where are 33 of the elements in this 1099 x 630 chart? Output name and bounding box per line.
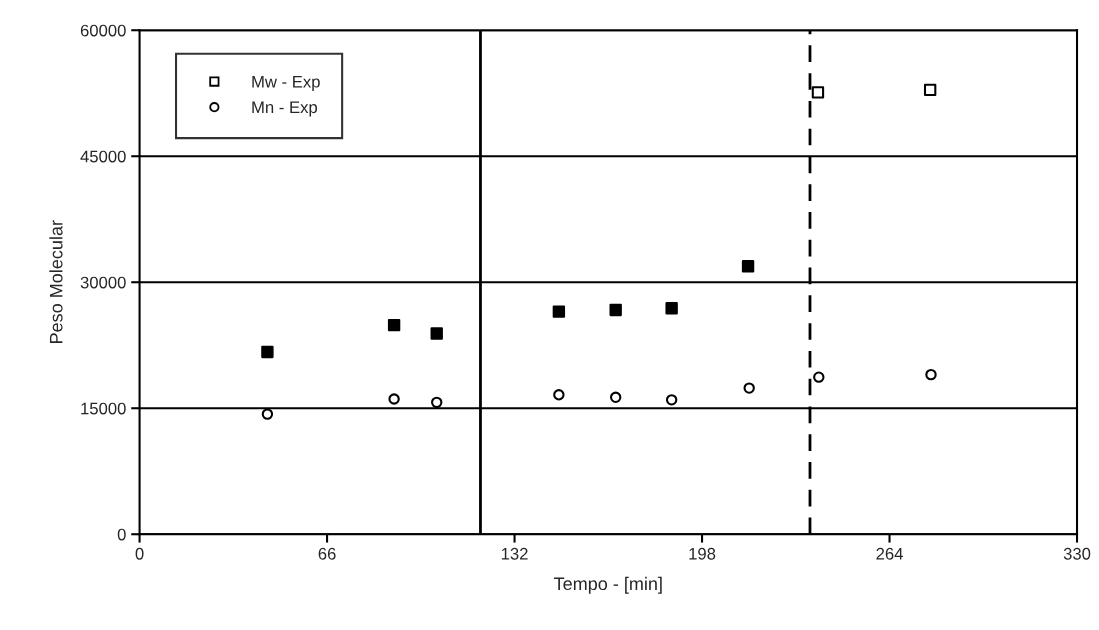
point: [811, 86, 825, 99]
legend-label: Mw - Exp: [252, 75, 320, 91]
point: [925, 368, 937, 381]
x-tick-label: 330: [1063, 547, 1091, 560]
y-tick-label: 15000: [81, 402, 126, 415]
point: [431, 396, 443, 409]
point: [430, 327, 443, 340]
point: [552, 305, 566, 318]
point: [553, 389, 565, 401]
y-tick-label: 60000: [80, 24, 126, 37]
point: [665, 302, 678, 315]
x-tick-label: 66: [318, 547, 336, 560]
point: [387, 318, 401, 332]
y-tick-label: 30000: [80, 276, 126, 289]
point: [261, 408, 274, 420]
y-axis-title: Peso Molecular: [49, 220, 63, 343]
y-tick-label: 0: [117, 528, 126, 541]
point: [609, 303, 622, 317]
x-tick-label: 0: [135, 547, 144, 560]
point: [813, 371, 825, 383]
x-tick-label: 264: [876, 547, 903, 560]
point: [743, 382, 755, 394]
point: [609, 391, 622, 404]
x-tick-label: 132: [501, 547, 528, 560]
x-tick-label: 198: [689, 547, 716, 560]
legend-label: Mn - Exp: [252, 101, 318, 117]
point: [261, 345, 274, 359]
point: [665, 394, 678, 406]
y-tick-label: 45000: [80, 150, 126, 163]
point: [388, 393, 400, 405]
point: [923, 83, 937, 97]
point: [741, 260, 755, 273]
x-axis-title: Tempo - [min]: [554, 576, 662, 594]
